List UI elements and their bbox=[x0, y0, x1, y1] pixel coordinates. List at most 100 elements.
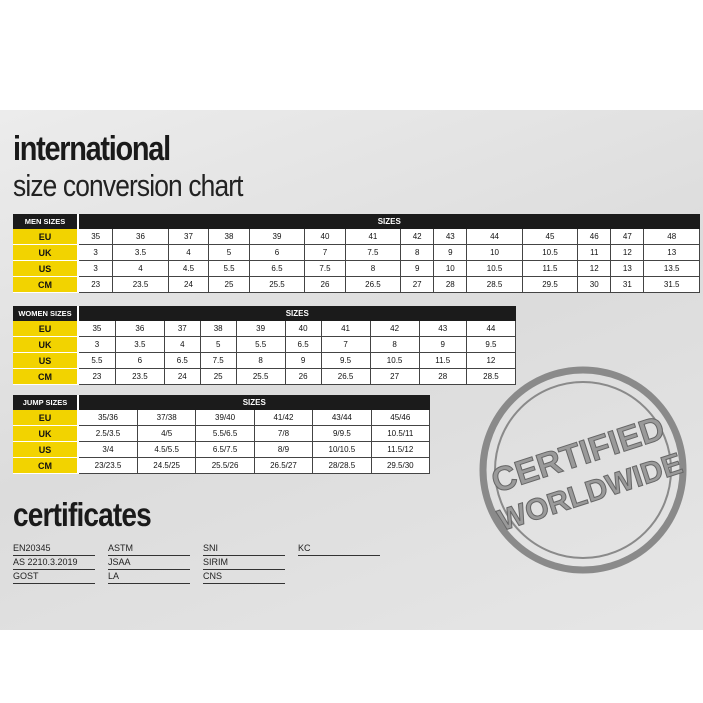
sizes-header: SIZES bbox=[78, 395, 430, 410]
size-cell: 5.5 bbox=[236, 336, 286, 353]
size-cell: 10/10.5 bbox=[312, 441, 372, 458]
size-cell: 3 bbox=[78, 244, 114, 261]
size-cell: 12 bbox=[610, 244, 645, 261]
sizes-header: SIZES bbox=[78, 214, 700, 229]
size-cell: 4.5/5.5 bbox=[137, 441, 197, 458]
size-cell: 10 bbox=[466, 244, 523, 261]
size-cell: 9.5 bbox=[321, 352, 371, 369]
size-cell: 7 bbox=[304, 244, 346, 261]
size-cell: 4/5 bbox=[137, 425, 197, 442]
row-label: US bbox=[13, 260, 79, 277]
row-label: UK bbox=[13, 336, 79, 353]
size-cell: 39 bbox=[236, 321, 286, 337]
size-cell: 10 bbox=[433, 260, 468, 277]
size-cell: 39/40 bbox=[195, 410, 255, 426]
size-cell: 8 bbox=[370, 336, 420, 353]
size-cell: 23.5 bbox=[115, 368, 165, 385]
size-cell: 41 bbox=[345, 229, 402, 245]
size-cell: 26 bbox=[285, 368, 322, 385]
size-cell: 24.5/25 bbox=[137, 457, 197, 474]
size-cell: 31.5 bbox=[643, 276, 700, 293]
size-cell: 5.5 bbox=[208, 260, 250, 277]
size-cell: 44 bbox=[466, 321, 517, 337]
size-cell: 41/42 bbox=[254, 410, 314, 426]
sizes-header: SIZES bbox=[78, 306, 516, 321]
size-cell: 48 bbox=[643, 229, 700, 245]
row-label: US bbox=[13, 352, 79, 369]
size-cell: 27 bbox=[400, 276, 435, 293]
table-row: US 5.5 6 6.5 7.5 8 9 9.5 10.5 11.5 12 bbox=[13, 352, 517, 369]
size-cell: 10.5 bbox=[522, 244, 579, 261]
size-cell: 5.5/6.5 bbox=[195, 425, 255, 442]
size-cell: 28.5 bbox=[466, 276, 523, 293]
size-cell: 8/9 bbox=[254, 441, 314, 458]
certified-worldwide-stamp: CERTIFIED WORLDWIDE bbox=[479, 366, 687, 574]
row-label: CM bbox=[13, 457, 79, 474]
certificate-item: ASTM bbox=[108, 543, 190, 556]
size-cell: 38 bbox=[200, 321, 237, 337]
table-row: UK 3 3.5 4 5 5.5 6.5 7 8 9 9.5 bbox=[13, 336, 517, 353]
size-cell: 24 bbox=[168, 276, 210, 293]
size-cell: 37/38 bbox=[137, 410, 197, 426]
size-cell: 12 bbox=[466, 352, 517, 369]
size-cell: 7 bbox=[321, 336, 371, 353]
row-label: UK bbox=[13, 244, 79, 261]
size-cell: 13 bbox=[643, 244, 700, 261]
size-cell: 23/23.5 bbox=[78, 457, 138, 474]
size-cell: 8 bbox=[400, 244, 435, 261]
size-cell: 3.5 bbox=[112, 244, 169, 261]
size-cell: 45/46 bbox=[371, 410, 431, 426]
size-cell: 29.5 bbox=[522, 276, 579, 293]
size-cell: 13.5 bbox=[643, 260, 700, 277]
size-cell: 9/9.5 bbox=[312, 425, 372, 442]
size-cell: 10.5 bbox=[466, 260, 523, 277]
size-cell: 5 bbox=[200, 336, 237, 353]
certificate-item: SIRIM bbox=[203, 557, 285, 570]
page-title: international bbox=[13, 130, 171, 168]
row-label: CM bbox=[13, 368, 79, 385]
size-cell: 9 bbox=[433, 244, 468, 261]
row-label: EU bbox=[13, 410, 79, 426]
size-cell: 26.5/27 bbox=[254, 457, 314, 474]
table-row: EU 35 36 37 38 39 40 41 42 43 44 bbox=[13, 321, 517, 337]
size-cell: 3/4 bbox=[78, 441, 138, 458]
jump-sizes-table: JUMP SIZES SIZES EU 35/36 37/38 39/40 41/42 43/… bbox=[13, 395, 431, 474]
size-cell: 35 bbox=[78, 229, 114, 245]
certificates-heading: certificates bbox=[13, 496, 152, 533]
size-cell: 6.5/7.5 bbox=[195, 441, 255, 458]
size-cell: 6 bbox=[115, 352, 165, 369]
row-label: CM bbox=[13, 276, 79, 293]
table-row: EU 35 36 37 38 39 40 41 42 43 44 45 46 47 48 bbox=[13, 229, 700, 245]
size-cell: 6.5 bbox=[249, 260, 306, 277]
table-row: CM 23/23.5 24.5/25 25.5/26 26.5/27 28/28.5 29.… bbox=[13, 457, 431, 474]
size-cell: 24 bbox=[164, 368, 201, 385]
size-cell: 41 bbox=[321, 321, 371, 337]
size-cell: 9 bbox=[419, 336, 467, 353]
certificate-item: EN20345 bbox=[13, 543, 95, 556]
table-label: WOMEN SIZES bbox=[13, 306, 79, 321]
size-cell: 9 bbox=[285, 352, 322, 369]
size-cell: 9 bbox=[400, 260, 435, 277]
size-cell: 36 bbox=[115, 321, 165, 337]
size-cell: 3 bbox=[78, 336, 116, 353]
size-cell: 42 bbox=[370, 321, 420, 337]
size-cell: 4 bbox=[164, 336, 201, 353]
size-cell: 46 bbox=[577, 229, 612, 245]
size-cell: 7/8 bbox=[254, 425, 314, 442]
size-cell: 28 bbox=[419, 368, 467, 385]
size-cell: 42 bbox=[400, 229, 435, 245]
size-cell: 4 bbox=[168, 244, 210, 261]
size-cell: 27 bbox=[370, 368, 420, 385]
row-label: US bbox=[13, 441, 79, 458]
certificate-item: KC bbox=[298, 543, 380, 556]
size-cell: 25 bbox=[208, 276, 250, 293]
size-cell: 11.5 bbox=[419, 352, 467, 369]
size-cell: 26.5 bbox=[345, 276, 402, 293]
certificate-item: GOST bbox=[13, 571, 95, 584]
size-cell: 6.5 bbox=[285, 336, 322, 353]
size-cell: 30 bbox=[577, 276, 612, 293]
size-cell: 6 bbox=[249, 244, 306, 261]
size-cell: 26.5 bbox=[321, 368, 371, 385]
women-sizes-table: WOMEN SIZES SIZES EU 35 36 37 38 39 40 41 42 43 44 UK… bbox=[13, 306, 517, 385]
size-cell: 7.5 bbox=[304, 260, 346, 277]
